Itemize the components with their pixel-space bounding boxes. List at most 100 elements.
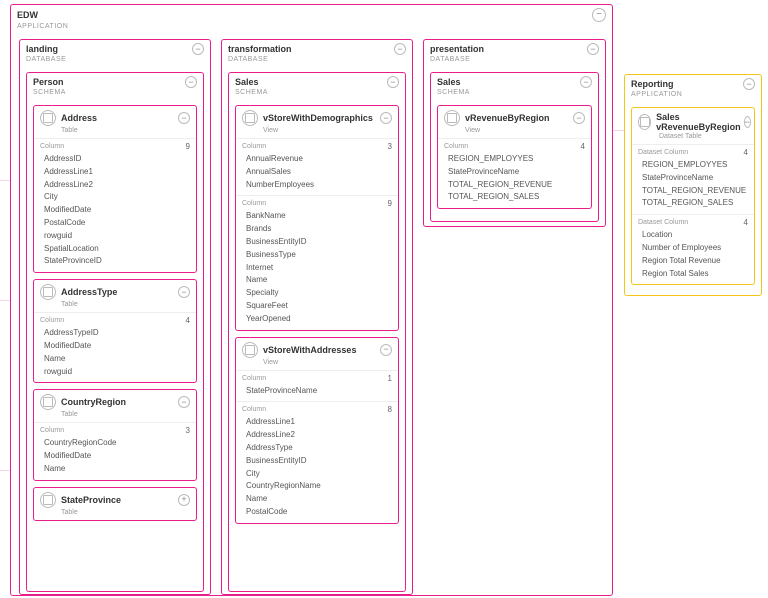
entity-vstoreaddresses[interactable]: vStoreWithAddresses − View Column 1 Stat… (235, 337, 399, 524)
table-icon (40, 492, 56, 508)
collapse-icon[interactable]: − (178, 396, 190, 408)
view-icon (242, 110, 258, 126)
reporting-title: Reporting (631, 79, 674, 89)
column-item: StateProvinceName (444, 166, 585, 179)
entity-subtype: Table (34, 127, 196, 138)
entity-subtype: View (438, 127, 591, 138)
entity-title: AddressType (61, 287, 117, 297)
entity-subtype: Dataset Table (632, 133, 754, 144)
group-label: Column (40, 427, 64, 434)
entity-title: Address (61, 113, 97, 123)
column-item: AddressLine1 (40, 166, 190, 179)
group-label: Dataset Column (638, 149, 688, 156)
column-item: Name (242, 274, 392, 287)
landing-subtype: DATABASE (20, 56, 210, 66)
transformation-subtype: DATABASE (222, 56, 412, 66)
group-label: Column (242, 143, 266, 150)
column-item: AddressLine1 (242, 416, 392, 429)
transformation-title: transformation (228, 44, 292, 54)
group-count: 3 (186, 426, 190, 435)
column-item: StateProvinceName (638, 172, 748, 185)
collapse-icon[interactable]: − (394, 43, 406, 55)
collapse-icon[interactable]: − (587, 43, 599, 55)
presentation-database[interactable]: presentation − DATABASE Sales − SCHEMA v… (423, 39, 606, 227)
presentation-title: presentation (430, 44, 484, 54)
collapse-icon[interactable]: − (178, 112, 190, 124)
collapse-icon[interactable]: − (744, 116, 751, 128)
entity-title: vRevenueByRegion (465, 113, 550, 123)
group-count: 4 (744, 148, 748, 157)
column-item: BusinessEntityID (242, 236, 392, 249)
reporting-application[interactable]: Reporting − APPLICATION Sales vRevenueBy… (624, 74, 762, 296)
group-label: Column (40, 317, 64, 324)
edw-subtype: APPLICATION (11, 23, 612, 33)
entity-title: CountryRegion (61, 397, 126, 407)
column-item: REGION_EMPLOYYES (638, 159, 748, 172)
column-item: ModifiedDate (40, 340, 190, 353)
landing-database[interactable]: landing − DATABASE Person − SCHEMA Addre… (19, 39, 211, 595)
entity-title: StateProvince (61, 495, 121, 505)
edw-title: EDW (17, 10, 38, 20)
group-count: 4 (744, 218, 748, 227)
column-group: Column 1 StateProvinceName (236, 370, 398, 402)
diagram-canvas: EDW − APPLICATION landing − DATABASE Per… (0, 0, 768, 598)
group-count: 3 (388, 142, 392, 151)
transformation-database[interactable]: transformation − DATABASE Sales − SCHEMA… (221, 39, 413, 595)
sales-schema-presentation[interactable]: Sales − SCHEMA vRevenueByRegion − View (430, 72, 599, 222)
reporting-subtype: APPLICATION (625, 91, 761, 101)
column-group: Column 9 BankName Brands BusinessEntityI… (236, 195, 398, 329)
entity-subtype: Table (34, 411, 196, 422)
column-item: Specialty (242, 287, 392, 300)
column-item: NumberEmployees (242, 179, 392, 192)
collapse-icon[interactable]: − (185, 76, 197, 88)
group-count: 8 (388, 405, 392, 414)
column-item: rowguid (40, 366, 190, 379)
column-item: Number of Employees (638, 242, 748, 255)
schema-subtype: SCHEMA (27, 89, 203, 99)
column-item: AddressTypeID (40, 327, 190, 340)
entity-addresstype[interactable]: AddressType − Table Column 4 AddressType… (33, 279, 197, 383)
column-item: SquareFeet (242, 300, 392, 313)
column-group: Column 4 REGION_EMPLOYYES StateProvinceN… (438, 138, 591, 208)
column-item: TOTAL_REGION_REVENUE (638, 185, 748, 198)
group-label: Column (444, 143, 468, 150)
entity-subtype: Table (34, 509, 196, 520)
collapse-icon[interactable]: − (592, 8, 606, 22)
column-item: TOTAL_REGION_REVENUE (444, 179, 585, 192)
collapse-icon[interactable]: − (178, 286, 190, 298)
person-schema[interactable]: Person − SCHEMA Address − Table (26, 72, 204, 592)
collapse-icon[interactable]: − (573, 112, 585, 124)
column-group: Column 3 CountryRegionCode ModifiedDate … (34, 422, 196, 479)
collapse-icon[interactable]: − (380, 112, 392, 124)
view-icon (242, 342, 258, 358)
entity-countryregion[interactable]: CountryRegion − Table Column 3 CountryRe… (33, 389, 197, 480)
entity-stateprovince[interactable]: StateProvince + Table (33, 487, 197, 521)
column-item: rowguid (40, 230, 190, 243)
entity-vrevenuebyregion[interactable]: vRevenueByRegion − View Column 4 REGION_… (437, 105, 592, 209)
collapse-icon[interactable]: − (743, 78, 755, 90)
collapse-icon[interactable]: − (580, 76, 592, 88)
expand-icon[interactable]: + (178, 494, 190, 506)
column-item: StateProvinceID (40, 255, 190, 268)
column-item: Brands (242, 223, 392, 236)
sales-schema[interactable]: Sales − SCHEMA vStoreWithDemographics − … (228, 72, 406, 592)
edw-application[interactable]: EDW − APPLICATION landing − DATABASE Per… (10, 4, 613, 596)
column-item: TOTAL_REGION_SALES (444, 191, 585, 204)
column-item: AnnualSales (242, 166, 392, 179)
group-label: Column (40, 143, 64, 150)
group-count: 9 (388, 199, 392, 208)
collapse-icon[interactable]: − (380, 344, 392, 356)
column-item: PostalCode (40, 217, 190, 230)
collapse-icon[interactable]: − (387, 76, 399, 88)
column-item: BusinessEntityID (242, 455, 392, 468)
view-icon (444, 110, 460, 126)
entity-vstoredemographics[interactable]: vStoreWithDemographics − View Column 3 A… (235, 105, 399, 331)
group-label: Column (242, 375, 266, 382)
entity-address[interactable]: Address − Table Column 9 AddressID Addre… (33, 105, 197, 273)
entity-sales-vrevenuebyregion[interactable]: Sales vRevenueByRegion − Dataset Table D… (631, 107, 755, 285)
group-count: 4 (186, 316, 190, 325)
schema-subtype: SCHEMA (431, 89, 598, 99)
group-count: 1 (388, 374, 392, 383)
column-group: Column 3 AnnualRevenue AnnualSales Numbe… (236, 138, 398, 195)
collapse-icon[interactable]: − (192, 43, 204, 55)
